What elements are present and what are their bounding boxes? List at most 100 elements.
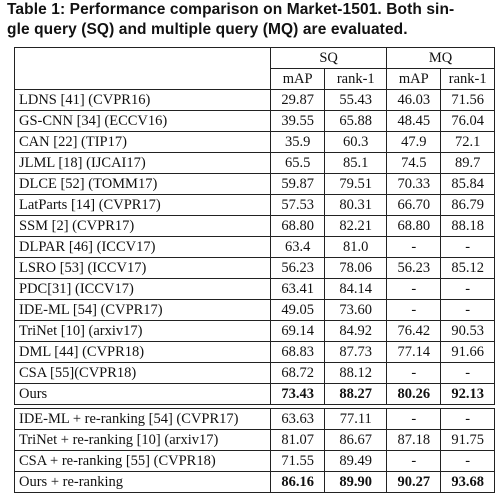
value-cell: 85.1	[324, 152, 388, 174]
value-cell: 92.13	[440, 383, 495, 405]
value-cell: 88.18	[440, 215, 495, 237]
table-row: TriNet [10] (arxiv17) 69.14 84.92 76.42 90.5…	[13, 320, 495, 342]
value-cell: 35.9	[270, 131, 326, 153]
value-cell: 49.05	[270, 299, 326, 321]
value-cell: 89.90	[324, 471, 388, 493]
value-cell: 59.87	[270, 173, 326, 195]
value-cell: 29.87	[270, 89, 326, 111]
method-cell: DLCE [52] (TOMM17)	[13, 173, 272, 195]
value-cell: 78.06	[324, 257, 388, 279]
group-header-mq: MQ	[386, 47, 495, 69]
method-cell: JLML [18] (IJCAI17)	[13, 152, 272, 174]
caption-line-2: gle query (SQ) and multiple query (MQ) a…	[7, 21, 408, 38]
value-cell: 81.07	[270, 429, 326, 451]
method-cell: DML [44] (CVPR18)	[13, 341, 272, 363]
column-header-mq-rank1: rank-1	[440, 68, 495, 90]
value-cell: 71.55	[270, 450, 326, 472]
column-header-mq-map: mAP	[386, 68, 442, 90]
value-cell: 91.75	[440, 429, 495, 451]
value-cell: 65.88	[324, 110, 388, 132]
value-cell: 63.41	[270, 278, 326, 300]
table-row: TriNet + re-ranking [10] (arxiv17) 81.07 8…	[13, 429, 495, 451]
table-row: DML [44] (CVPR18) 68.83 87.73 77.14 91.66	[13, 341, 495, 363]
value-cell: 81.0	[324, 236, 388, 258]
value-cell: 85.84	[440, 173, 495, 195]
value-cell: 72.1	[440, 131, 495, 153]
value-cell: 63.63	[270, 408, 326, 430]
table-row: LatParts [14] (CVPR17) 57.53 80.31 66.70 86.…	[13, 194, 495, 216]
value-cell: -	[440, 278, 495, 300]
method-cell: TriNet + re-ranking [10] (arxiv17)	[13, 429, 272, 451]
ours-row: Ours 73.43 88.27 80.26 92.13	[13, 383, 495, 405]
value-cell: 87.73	[324, 341, 388, 363]
value-cell: 86.16	[270, 471, 326, 493]
value-cell: 93.68	[440, 471, 495, 493]
table-row: DLPAR [46] (ICCV17) 63.4 81.0- -	[13, 236, 495, 258]
value-cell: 86.67	[324, 429, 388, 451]
value-cell: 82.21	[324, 215, 388, 237]
table-row: PDC[31] (ICCV17) 63.41 84.14- -	[13, 278, 495, 300]
table-row: CSA [55](CVPR18) 68.72 88.12- -	[13, 362, 495, 384]
main-results-body: LDNS [41] (CVPR16) 29.87 55.43 46.03 71.56 GS…	[13, 89, 495, 384]
value-cell: 76.04	[440, 110, 495, 132]
value-cell: 65.5	[270, 152, 326, 174]
method-cell: LDNS [41] (CVPR16)	[13, 89, 272, 111]
ours-rerank-row: Ours + re-ranking 86.16 89.90 90.27 93.6…	[13, 471, 495, 493]
caption-line-1: Table 1: Performance comparison on Marke…	[7, 1, 455, 18]
value-cell: 39.55	[270, 110, 326, 132]
value-cell: 68.72	[270, 362, 326, 384]
value-cell: 89.7	[440, 152, 495, 174]
method-cell: TriNet [10] (arxiv17)	[13, 320, 272, 342]
value-cell: 88.27	[324, 383, 388, 405]
method-cell: Ours + re-ranking	[13, 471, 272, 493]
value-cell: 80.26	[386, 383, 442, 405]
value-cell: -	[386, 278, 442, 300]
method-cell: PDC[31] (ICCV17)	[13, 278, 272, 300]
value-cell: 90.27	[386, 471, 442, 493]
value-cell: -	[440, 450, 495, 472]
table-row: JLML [18] (IJCAI17) 65.5 85.1 74.5 89.7	[13, 152, 495, 174]
value-cell: 74.5	[386, 152, 442, 174]
method-cell: CAN [22] (TIP17)	[13, 131, 272, 153]
column-header-sq-rank1: rank-1	[324, 68, 388, 90]
value-cell: 70.33	[386, 173, 442, 195]
value-cell: 60.3	[324, 131, 388, 153]
value-cell: 56.23	[386, 257, 442, 279]
table-row: IDE-ML [54] (CVPR17) 49.05 73.60- -	[13, 299, 495, 321]
value-cell: -	[440, 362, 495, 384]
value-cell: -	[386, 450, 442, 472]
results-table: SQ MQ mAP rank-1 mAP rank-1 LDNS [41] (C…	[13, 47, 495, 493]
value-cell: 89.49	[324, 450, 388, 472]
value-cell: 84.92	[324, 320, 388, 342]
table-row: LDNS [41] (CVPR16) 29.87 55.43 46.03 71.56	[13, 89, 495, 111]
value-cell: -	[386, 362, 442, 384]
value-cell: -	[386, 299, 442, 321]
table-row: GS-CNN [34] (ECCV16) 39.55 65.88 48.45 76.04	[13, 110, 495, 132]
method-cell: GS-CNN [34] (ECCV16)	[13, 110, 272, 132]
method-cell: SSM [2] (CVPR17)	[13, 215, 272, 237]
value-cell: 76.42	[386, 320, 442, 342]
method-cell: IDE-ML + re-ranking [54] (CVPR17)	[13, 408, 272, 430]
value-cell: -	[386, 408, 442, 430]
table-row: DLCE [52] (TOMM17) 59.87 79.51 70.33 85.84	[13, 173, 495, 195]
value-cell: 88.12	[324, 362, 388, 384]
value-cell: 69.14	[270, 320, 326, 342]
value-cell: -	[440, 236, 495, 258]
table-row: CSA + re-ranking [55] (CVPR18) 71.55 89.49…	[13, 450, 495, 472]
value-cell: 79.51	[324, 173, 388, 195]
value-cell: 68.83	[270, 341, 326, 363]
value-cell: 66.70	[386, 194, 442, 216]
value-cell: -	[440, 299, 495, 321]
table-row: SSM [2] (CVPR17) 68.80 82.21 68.80 88.18	[13, 215, 495, 237]
value-cell: 87.18	[386, 429, 442, 451]
value-cell: 73.43	[270, 383, 326, 405]
value-cell: 48.45	[386, 110, 442, 132]
value-cell: 71.56	[440, 89, 495, 111]
value-cell: 68.80	[270, 215, 326, 237]
value-cell: 55.43	[324, 89, 388, 111]
value-cell: 77.11	[324, 408, 388, 430]
value-cell: 85.12	[440, 257, 495, 279]
method-cell: Ours	[13, 383, 272, 405]
value-cell: 86.79	[440, 194, 495, 216]
value-cell: 77.14	[386, 341, 442, 363]
